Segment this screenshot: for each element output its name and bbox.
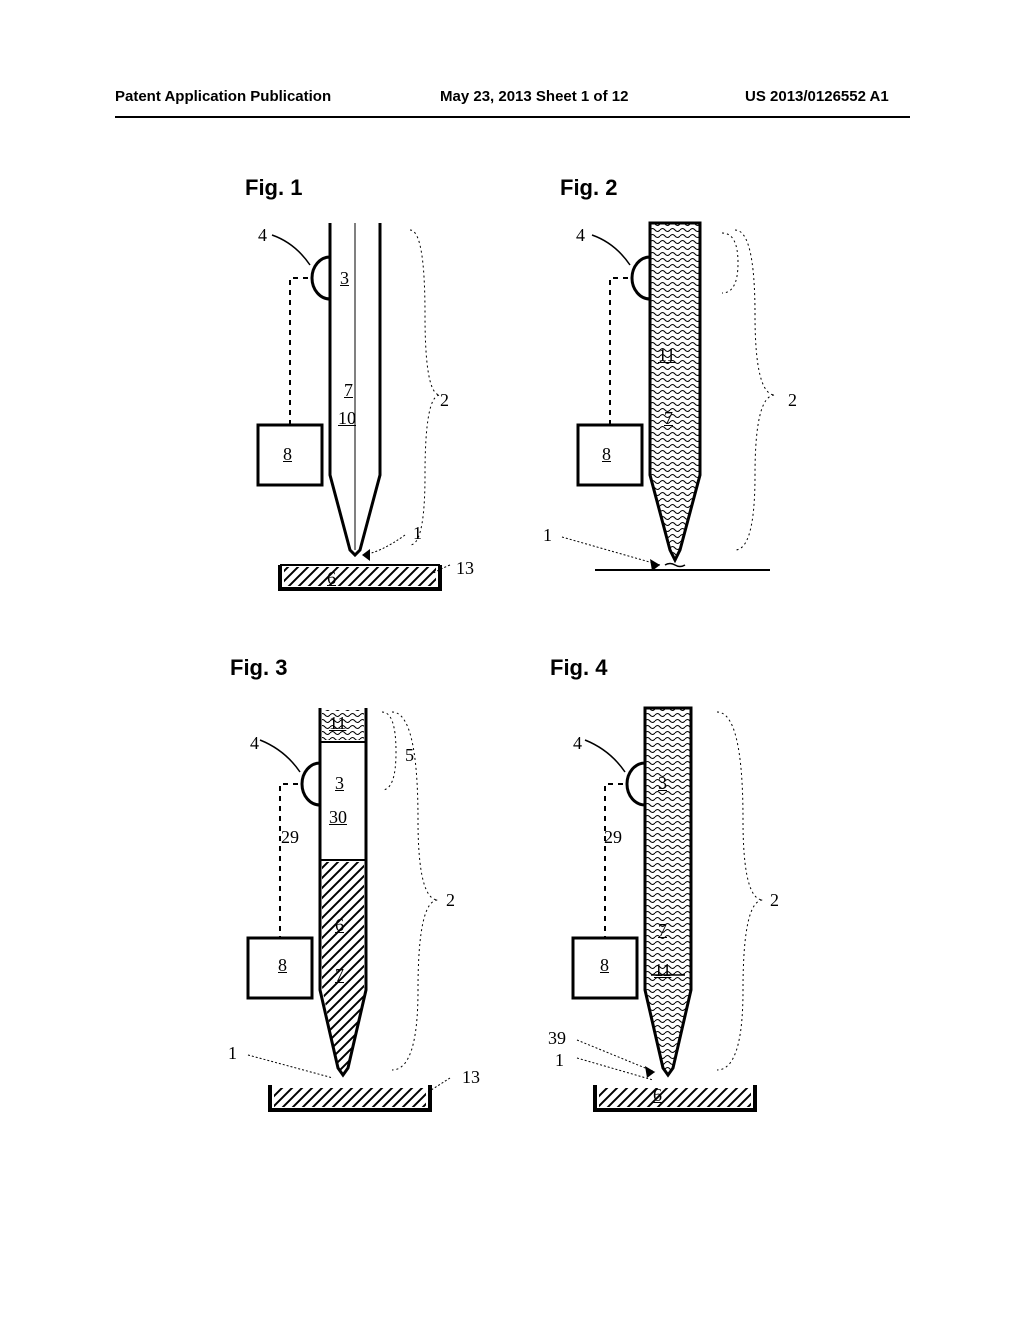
fig1-ref-3: 3 bbox=[340, 268, 349, 289]
fig3-ref-11: 11 bbox=[329, 713, 346, 734]
fig3-ref-3: 3 bbox=[335, 773, 344, 794]
fig3-label: Fig. 3 bbox=[230, 655, 287, 681]
fig1-ref-7: 7 bbox=[344, 380, 353, 401]
fig3-ref-4: 4 bbox=[250, 733, 259, 754]
fig1-ref-6: 6 bbox=[327, 568, 336, 589]
fig3-ref-5: 5 bbox=[405, 745, 414, 766]
fig4-ref-11: 11 bbox=[654, 960, 671, 981]
fig1-ref-2: 2 bbox=[440, 390, 449, 411]
header-right: US 2013/0126552 A1 bbox=[745, 88, 889, 105]
fig4-ref-6: 6 bbox=[653, 1085, 662, 1106]
fig3-ref-8: 8 bbox=[278, 955, 287, 976]
fig2-ref-8: 8 bbox=[602, 444, 611, 465]
fig3-ref-29: 29 bbox=[281, 827, 299, 848]
fig1-ref-8: 8 bbox=[283, 444, 292, 465]
fig3-ref-6: 6 bbox=[335, 915, 344, 936]
fig1-ref-10: 10 bbox=[338, 408, 356, 429]
fig1-svg bbox=[180, 215, 490, 610]
fig2-ref-2: 2 bbox=[788, 390, 797, 411]
fig4-ref-39: 39 bbox=[548, 1028, 566, 1049]
fig3-ref-30: 30 bbox=[329, 807, 347, 828]
fig1-ref-13: 13 bbox=[456, 558, 474, 579]
header-left: Patent Application Publication bbox=[115, 88, 331, 105]
fig2-ref-1: 1 bbox=[543, 525, 552, 546]
fig4-ref-7: 7 bbox=[658, 920, 667, 941]
fig3-ref-13: 13 bbox=[462, 1067, 480, 1088]
fig3-ref-7: 7 bbox=[335, 965, 344, 986]
header-rule bbox=[115, 116, 910, 118]
fig2-ref-11: 11 bbox=[658, 345, 675, 366]
fig1-ref-4: 4 bbox=[258, 225, 267, 246]
fig4-ref-2: 2 bbox=[770, 890, 779, 911]
fig2-ref-4: 4 bbox=[576, 225, 585, 246]
fig4-svg bbox=[495, 700, 835, 1130]
fig1-label: Fig. 1 bbox=[245, 175, 302, 201]
fig4-ref-1: 1 bbox=[555, 1050, 564, 1071]
fig4-ref-8: 8 bbox=[600, 955, 609, 976]
fig3-ref-2: 2 bbox=[446, 890, 455, 911]
fig1-ref-1: 1 bbox=[413, 523, 422, 544]
fig2-label: Fig. 2 bbox=[560, 175, 617, 201]
fig4-label: Fig. 4 bbox=[550, 655, 607, 681]
page-header: Patent Application Publication May 23, 2… bbox=[0, 88, 1024, 116]
fig4-ref-29: 29 bbox=[604, 827, 622, 848]
fig2-ref-7: 7 bbox=[664, 408, 673, 429]
fig4-ref-4: 4 bbox=[573, 733, 582, 754]
fig3-ref-1: 1 bbox=[228, 1043, 237, 1064]
header-center: May 23, 2013 Sheet 1 of 12 bbox=[440, 88, 628, 105]
fig4-ref-3: 3 bbox=[658, 773, 667, 794]
